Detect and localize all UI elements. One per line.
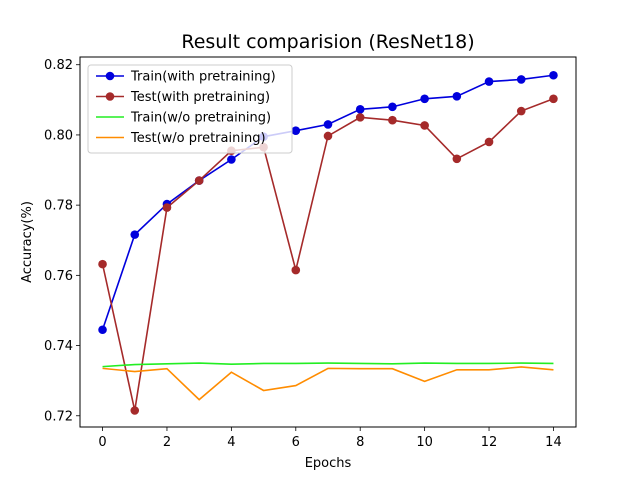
- x-tick-label: 6: [292, 435, 300, 450]
- legend-swatch-marker: [105, 92, 115, 101]
- x-tick-label: 14: [545, 435, 562, 450]
- data-point: [130, 406, 140, 415]
- x-tick-label: 8: [356, 435, 364, 450]
- data-point: [323, 120, 333, 129]
- x-tick-label: 12: [481, 435, 498, 450]
- data-point: [291, 265, 301, 275]
- series-layer: [98, 70, 558, 415]
- data-point: [323, 131, 333, 141]
- legend-entry: Train(w/o pretraining): [130, 111, 271, 126]
- series-3: [102, 362, 554, 368]
- x-tick-label: 4: [227, 435, 235, 450]
- data-point: [484, 137, 494, 147]
- data-point: [549, 70, 558, 80]
- legend-entry: Train(with pretraining): [130, 70, 276, 85]
- data-point: [162, 203, 172, 212]
- data-point: [98, 259, 107, 269]
- data-point: [98, 325, 107, 335]
- data-point: [355, 105, 365, 114]
- data-point: [355, 113, 365, 122]
- data-point: [420, 94, 429, 104]
- x-axis: 0 2 4 6 8 10 12 14: [98, 427, 562, 450]
- y-tick-label: 0.76: [44, 269, 73, 284]
- series-4: [102, 366, 554, 401]
- x-axis-label: Epochs: [305, 456, 352, 471]
- y-tick-label: 0.78: [44, 199, 73, 214]
- y-axis: 0.72 0.74 0.76 0.78 0.80 0.82: [44, 58, 80, 424]
- legend-swatch-marker: [105, 71, 115, 81]
- series-line: [102, 366, 554, 401]
- data-point: [452, 154, 462, 164]
- data-point: [516, 75, 526, 84]
- data-point: [484, 77, 494, 86]
- y-tick-label: 0.80: [44, 128, 73, 143]
- legend-entry: Test(w/o pretraining): [130, 131, 266, 146]
- data-point: [452, 92, 462, 101]
- y-tick-label: 0.74: [44, 339, 73, 354]
- data-point: [194, 176, 204, 185]
- series-line: [102, 362, 554, 368]
- legend-frame: [87, 64, 293, 154]
- data-point: [227, 155, 236, 164]
- y-tick-label: 0.82: [44, 58, 73, 73]
- data-point: [291, 126, 301, 136]
- chart-title: Result comparision (ResNet18): [181, 31, 474, 53]
- legend-entry: Test(with pretraining): [130, 90, 270, 105]
- data-point: [388, 115, 397, 125]
- data-point: [388, 102, 397, 112]
- plot-area: [79, 56, 577, 428]
- plot-frame: [79, 56, 577, 428]
- y-axis-label: Accuracy(%): [20, 201, 35, 283]
- y-tick-label: 0.72: [44, 409, 73, 424]
- data-point: [516, 106, 526, 116]
- x-tick-label: 0: [98, 435, 106, 450]
- data-point: [420, 121, 429, 130]
- x-tick-label: 2: [163, 435, 171, 450]
- data-point: [130, 230, 140, 239]
- data-point: [549, 94, 558, 104]
- legend: Train(with pretraining) Test(with pretrai…: [87, 64, 293, 154]
- x-tick-label: 10: [416, 435, 433, 450]
